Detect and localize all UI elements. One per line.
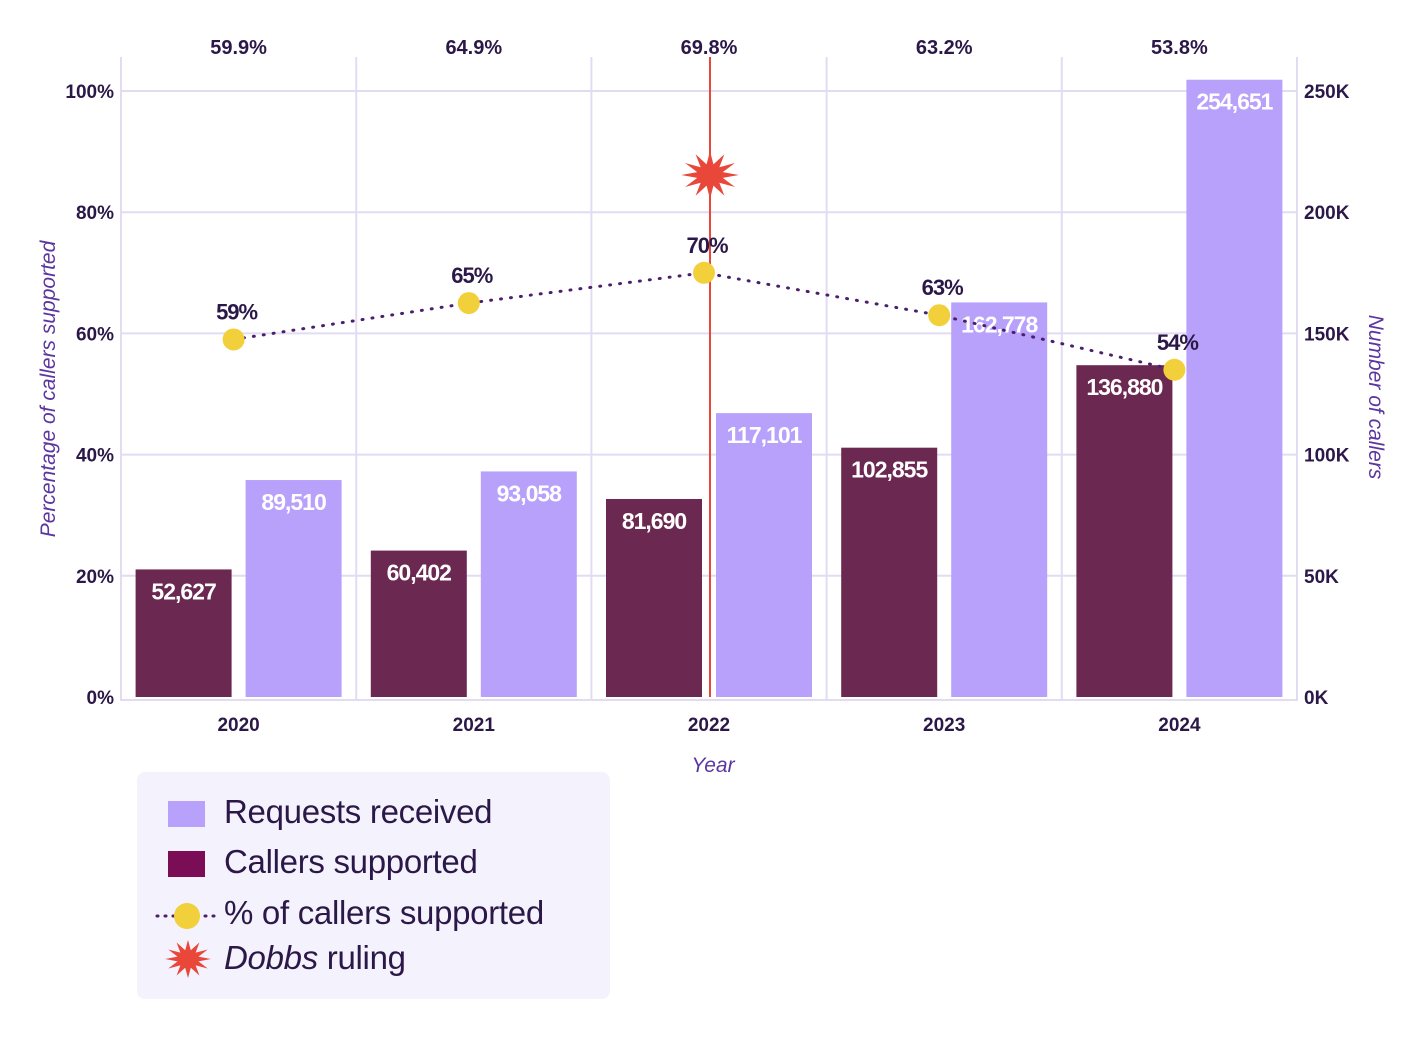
top-percent-label: 63.2% [916, 37, 973, 59]
bar-requests-received [480, 471, 577, 697]
percent-point-label: 65% [451, 263, 492, 288]
legend-dot-line-icon [155, 903, 219, 929]
axes: 0% 20% 40% 60% 80% 100% 0K 50K 100K 150K 200K 250K 2… [65, 37, 1349, 736]
bar-callers-supported [1076, 365, 1173, 697]
bar-label-requests: 162,778 [961, 311, 1038, 337]
bar-label-requests: 89,510 [261, 489, 326, 515]
bar-label-callers: 52,627 [151, 578, 216, 604]
bar-callers-supported [370, 550, 467, 697]
legend: Requests received Callers supported % of… [137, 772, 610, 999]
percent-point-label: 70% [686, 233, 727, 258]
percent-line: 59% 65% 70% 63% 54% [216, 233, 1199, 381]
x-tick-label: 2024 [1158, 715, 1201, 736]
bar-callers-supported [841, 447, 938, 697]
x-axis-title: Year [691, 754, 735, 777]
bar-requests-received [716, 413, 812, 697]
bar-label-callers: 102,855 [851, 457, 928, 483]
right-tick-label: 200K [1304, 203, 1350, 224]
bar-requests-received [951, 302, 1048, 697]
top-percent-label: 59.9% [210, 37, 267, 59]
percent-series-line [232, 271, 1176, 372]
x-tick-label: 2020 [217, 715, 259, 736]
bar-requests-received [1186, 79, 1283, 698]
percent-point-label: 54% [1157, 330, 1198, 355]
bar-callers-supported [606, 498, 702, 697]
percent-point [693, 261, 715, 284]
right-tick-label: 0K [1304, 688, 1329, 709]
legend-label-dobbs: Dobbs ruling [224, 939, 406, 977]
left-tick-label: 20% [76, 567, 114, 588]
left-tick-label: 100% [65, 82, 114, 103]
legend-swatch-requests [168, 801, 205, 827]
x-tick-label: 2023 [923, 715, 965, 736]
percent-point-label: 63% [922, 275, 963, 300]
left-tick-label: 40% [76, 446, 114, 467]
dobbs-starburst-icon [681, 151, 739, 199]
bar-requests-received [245, 480, 342, 697]
top-percent-label: 64.9% [445, 37, 502, 59]
right-axis-title: Number of callers [1364, 315, 1387, 480]
right-tick-label: 250K [1304, 82, 1350, 103]
legend-label-requests: Requests received [224, 793, 493, 830]
legend-swatch-callers [168, 851, 205, 877]
bar-label-callers: 60,402 [387, 560, 452, 586]
legend-label-dobbs-rest: ruling [317, 939, 406, 976]
x-tick-label: 2021 [453, 715, 496, 736]
left-tick-label: 60% [76, 324, 114, 345]
legend-starburst-icon [165, 940, 211, 978]
bar-label-callers: 136,880 [1086, 374, 1162, 400]
bar-label-requests: 254,651 [1196, 89, 1273, 115]
percent-point [222, 328, 245, 351]
percent-point [1163, 358, 1186, 381]
top-percent-label: 69.8% [681, 37, 738, 59]
percent-point [457, 292, 480, 315]
legend-starburst-shape [165, 940, 211, 978]
legend-label-dobbs-italic: Dobbs [224, 939, 318, 976]
percent-point-label: 59% [216, 299, 257, 324]
legend-label-callers: Callers supported [224, 843, 478, 880]
right-tick-label: 50K [1304, 567, 1339, 588]
bar-label-requests: 93,058 [497, 480, 563, 506]
percent-point [928, 304, 951, 327]
legend-label-percent: % of callers supported [224, 894, 544, 931]
left-tick-label: 80% [76, 203, 114, 224]
x-tick-label: 2022 [688, 715, 730, 736]
dobbs-annotation [681, 57, 739, 697]
bar-label-requests: 117,101 [727, 422, 803, 448]
bars: 52,627 89,510 60,402 93,058 81,690 117,101 102… [135, 79, 1283, 698]
right-tick-label: 100K [1304, 446, 1350, 467]
top-percent-label: 53.8% [1151, 37, 1208, 59]
bar-label-callers: 81,690 [622, 508, 687, 534]
bar-callers-supported [135, 569, 232, 697]
right-tick-label: 150K [1304, 324, 1350, 345]
left-tick-label: 0% [87, 688, 115, 709]
left-axis-title: Percentage of callers supported [37, 239, 60, 537]
